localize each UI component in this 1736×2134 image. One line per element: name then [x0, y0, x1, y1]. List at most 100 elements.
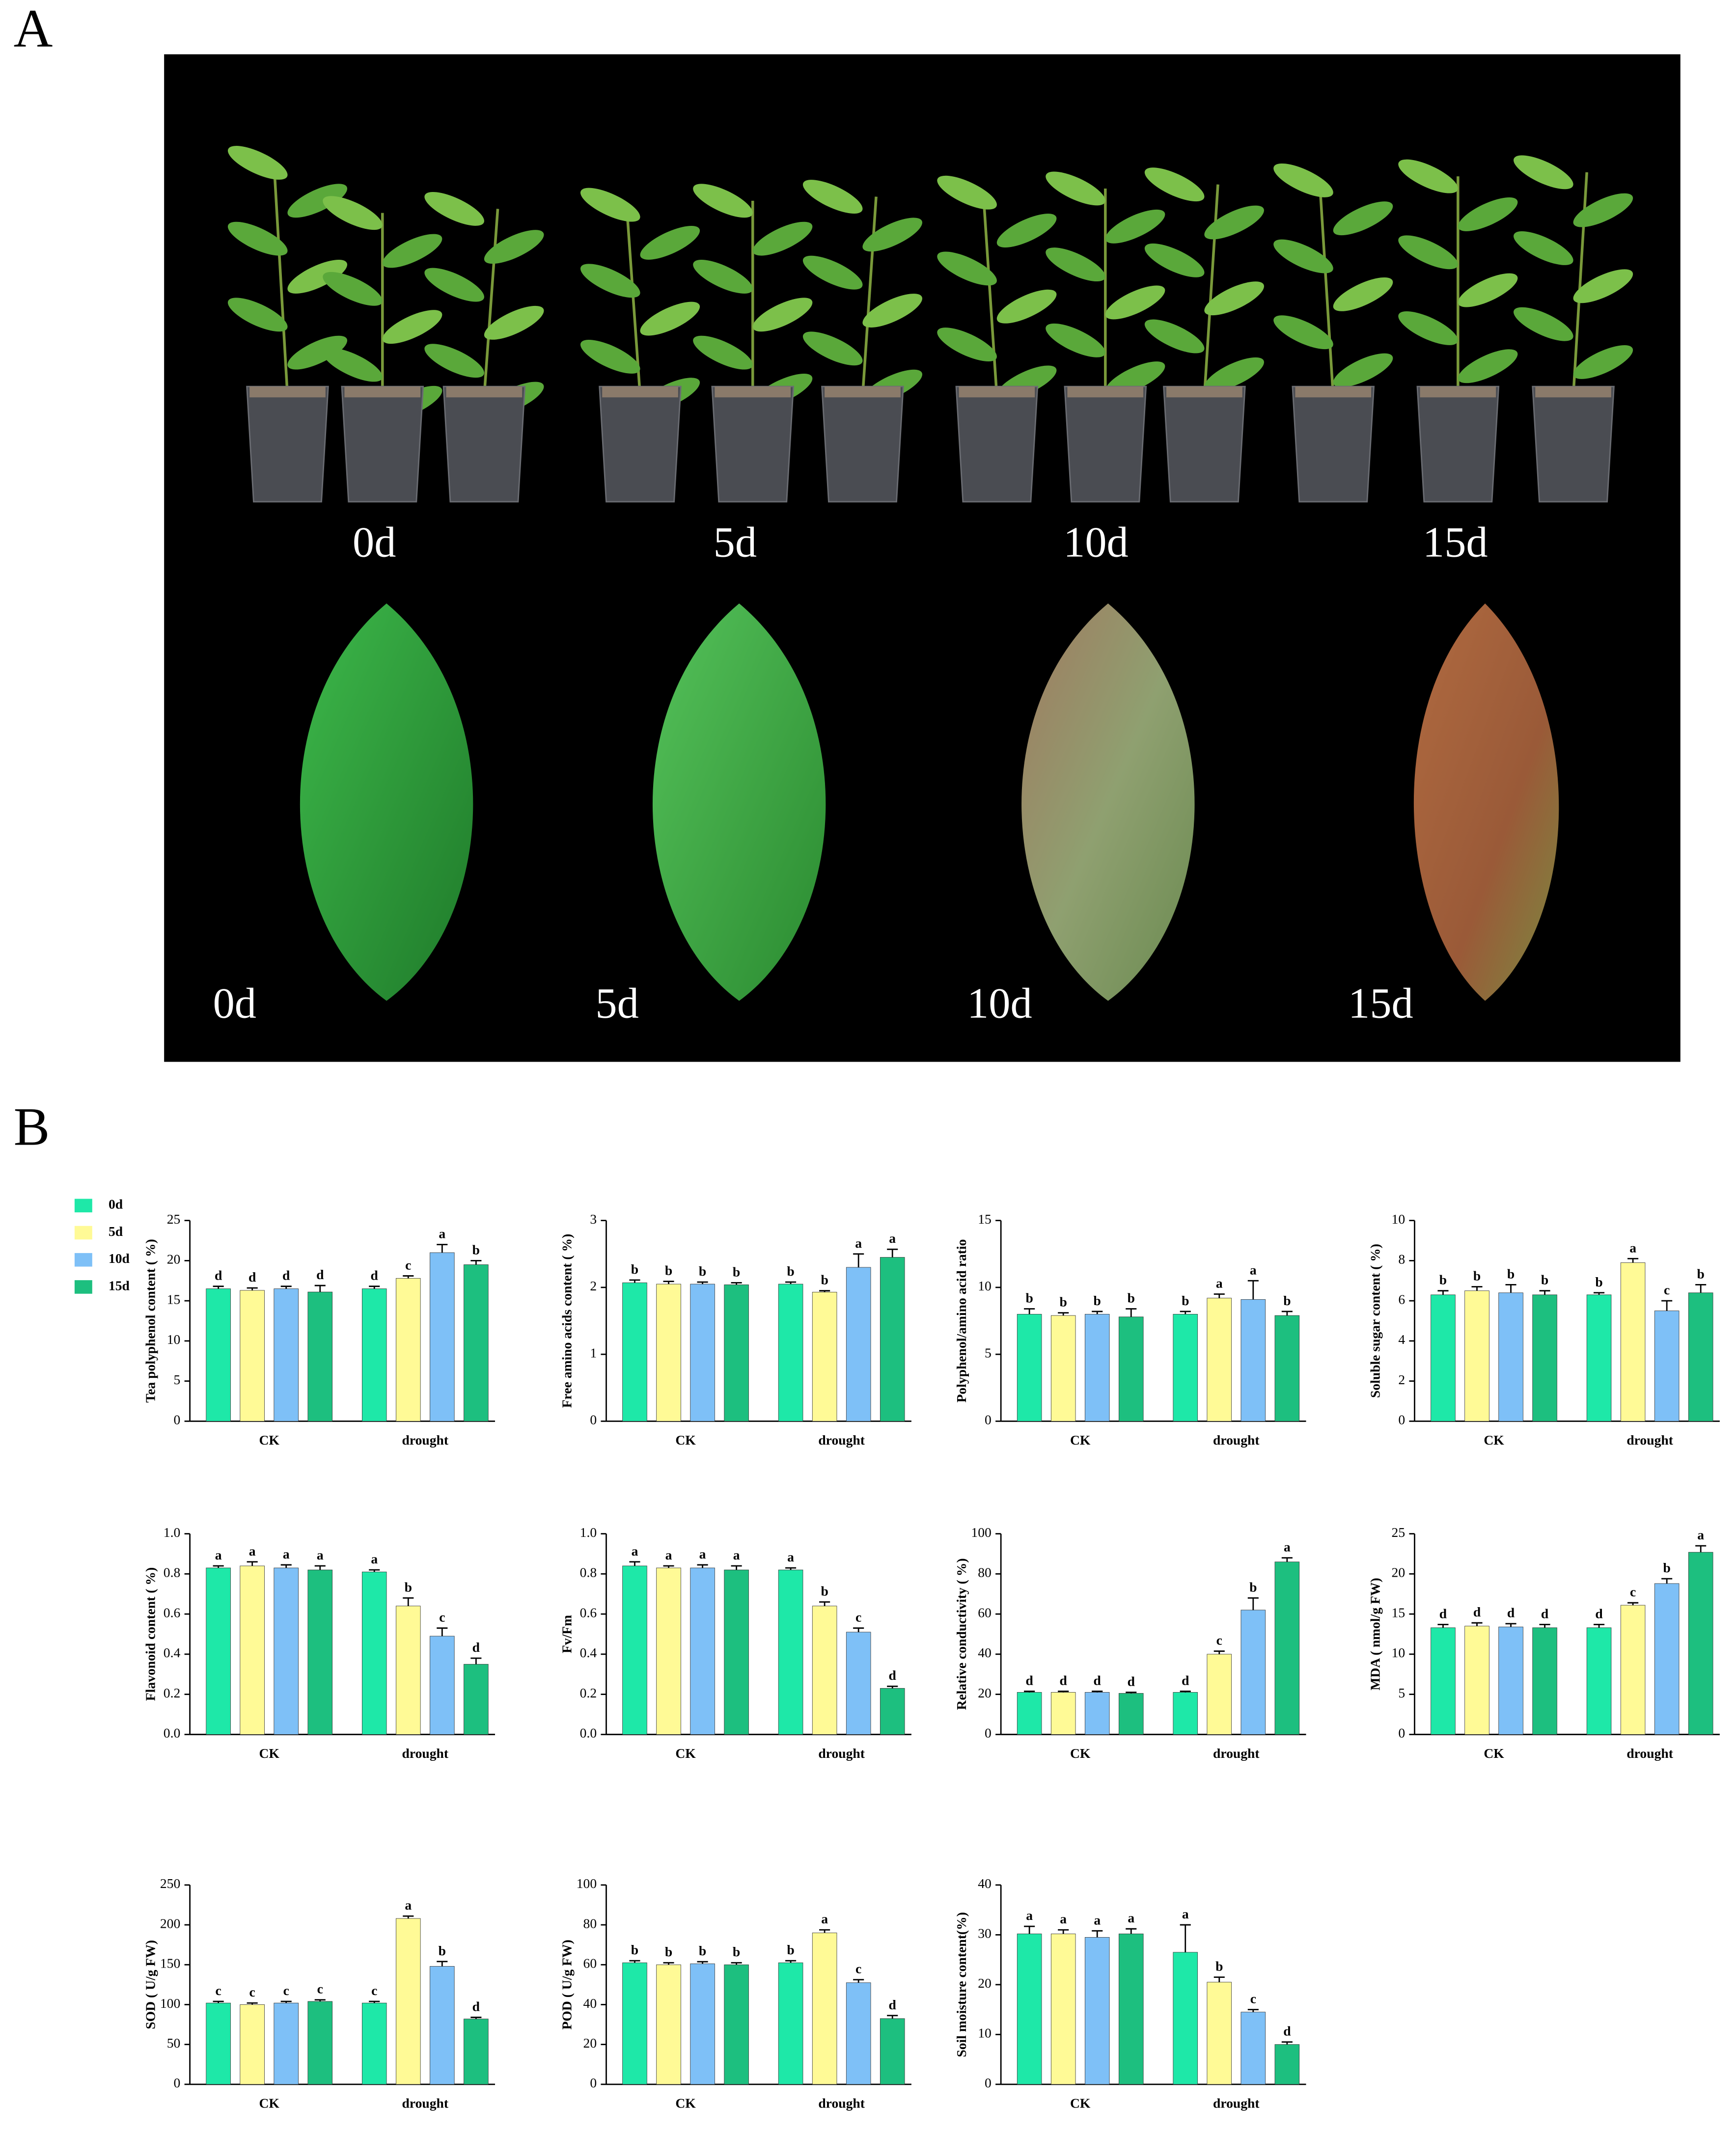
- y-tick-label: 0: [173, 2075, 180, 2090]
- y-tick-label: 8: [1398, 1252, 1405, 1267]
- error-bar: [470, 1259, 482, 1265]
- bar: [880, 2018, 905, 2085]
- significance-letter: c: [216, 1983, 221, 1998]
- error-bar: [887, 1685, 898, 1689]
- plant-leaf: [862, 294, 923, 328]
- significance-letter: c: [855, 1610, 861, 1625]
- photo-label: 0d: [353, 518, 396, 566]
- error-bar: [1661, 1300, 1673, 1311]
- x-tick-label: drought: [402, 2096, 448, 2111]
- error-bar: [1594, 1623, 1605, 1628]
- y-tick-label: 5: [985, 1345, 992, 1360]
- legend-swatch: [74, 1280, 92, 1294]
- significance-letter: d: [1128, 1673, 1135, 1689]
- stem: [861, 196, 878, 396]
- y-tick-label: 15: [167, 1291, 181, 1307]
- bar: [240, 1290, 265, 1422]
- y-tick-label: 0: [985, 2075, 992, 2090]
- error-bar: [1247, 1280, 1259, 1300]
- y-tick-label: 0: [1398, 1412, 1405, 1427]
- plant-leaf: [937, 251, 997, 286]
- bar: [778, 1284, 803, 1422]
- error-bar: [1126, 1308, 1137, 1317]
- error-bar: [1247, 2009, 1259, 2012]
- bar: [812, 1606, 837, 1735]
- error-bar: [1092, 1311, 1103, 1314]
- error-bar: [1661, 1578, 1673, 1584]
- plant-leaf: [1204, 281, 1264, 316]
- error-bar: [819, 1929, 830, 1933]
- plant-leaf: [1398, 159, 1458, 193]
- photo-label: 5d: [595, 979, 638, 1027]
- bar: [656, 1284, 681, 1422]
- plant-leaf: [1204, 357, 1264, 391]
- plant-leaf: [693, 335, 753, 370]
- y-tick-label: 0: [985, 1412, 992, 1427]
- significance-letter: d: [1025, 1672, 1033, 1688]
- y-tick-label: 150: [160, 1956, 180, 1971]
- panel-label: A: [14, 0, 53, 58]
- y-axis-label: Relative conductivity ( %): [954, 1558, 969, 1710]
- soil: [1166, 386, 1242, 398]
- pot: [711, 385, 795, 503]
- significance-letter: a: [699, 1546, 706, 1561]
- y-tick-label: 250: [160, 1876, 180, 1891]
- legend-label: 15d: [109, 1278, 130, 1293]
- y-tick-label: 40: [978, 1645, 992, 1660]
- soil: [715, 386, 791, 398]
- bar: [1464, 1290, 1489, 1422]
- error-bar: [247, 2002, 258, 2005]
- x-tick-label: CK: [259, 1432, 279, 1448]
- error-bar: [1024, 1308, 1035, 1314]
- y-tick-label: 20: [1392, 1565, 1405, 1580]
- significance-letter: a: [1026, 1908, 1033, 1923]
- y-tick-label: 10: [167, 1332, 181, 1347]
- bar: [724, 1569, 749, 1735]
- error-bar: [1180, 1311, 1191, 1314]
- significance-letter: a: [1284, 1539, 1291, 1555]
- x-tick-label: CK: [675, 1746, 696, 1761]
- error-bar: [1281, 2041, 1293, 2045]
- error-bar: [1594, 1292, 1605, 1295]
- bar: [1050, 1315, 1076, 1422]
- bar: [430, 1966, 455, 2085]
- pot: [1163, 385, 1246, 503]
- plant-leaf: [1144, 243, 1205, 277]
- significance-letter: b: [1473, 1268, 1481, 1284]
- significance-letter: d: [472, 1998, 480, 2014]
- x-tick-label: drought: [818, 1746, 865, 1761]
- y-tick-label: 10: [1392, 1645, 1405, 1660]
- soil: [1420, 386, 1496, 398]
- bar: [240, 1565, 265, 1735]
- plant-leaf: [1333, 277, 1393, 311]
- bar: [1431, 1627, 1456, 1735]
- bar: [1498, 1292, 1523, 1422]
- significance-letter: d: [316, 1267, 324, 1282]
- significance-letter: a: [733, 1547, 740, 1562]
- y-tick-label: 40: [978, 1876, 992, 1891]
- y-tick-label: 20: [583, 2035, 597, 2051]
- bar: [361, 2002, 387, 2085]
- plant-leaf: [996, 289, 1057, 324]
- bar: [690, 1567, 715, 1735]
- panel-label: B: [14, 1096, 50, 1156]
- y-axis-label: POD ( U/g FW): [559, 1940, 575, 2029]
- error-bar: [663, 1962, 674, 1965]
- significance-letter: c: [405, 1257, 411, 1272]
- bar: [846, 1632, 871, 1735]
- bar: [1119, 1316, 1144, 1422]
- significance-letter: d: [1439, 1606, 1447, 1621]
- photo-label: 15d: [1348, 979, 1413, 1027]
- error-bar: [731, 1565, 742, 1570]
- error-bar: [1539, 1290, 1550, 1295]
- bar: [812, 1291, 837, 1422]
- y-tick-label: 0.2: [164, 1685, 181, 1700]
- y-tick-label: 100: [160, 1996, 180, 2011]
- y-tick-label: 0: [173, 1412, 180, 1427]
- pot: [1416, 385, 1500, 503]
- error-bar: [819, 1601, 830, 1606]
- soil: [1067, 386, 1144, 398]
- plant-leaf: [382, 234, 442, 268]
- legend-swatch: [74, 1226, 92, 1240]
- error-bar: [819, 1290, 830, 1292]
